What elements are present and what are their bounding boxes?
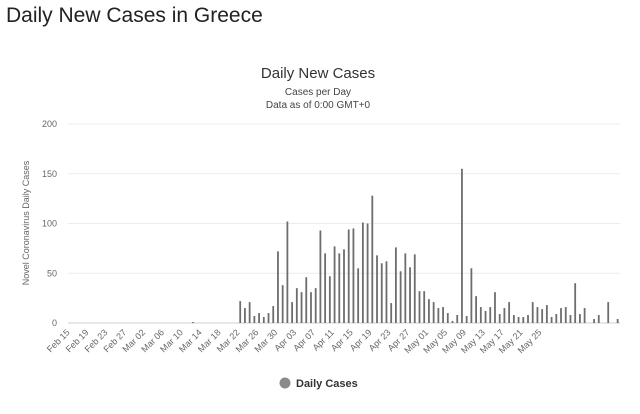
bar[interactable] [536,307,539,323]
bar[interactable] [361,222,364,323]
bar[interactable] [593,319,595,323]
bar[interactable] [328,276,331,323]
bar[interactable] [300,292,303,323]
bar[interactable] [607,302,610,323]
bar[interactable] [423,291,426,323]
bar[interactable] [338,253,341,323]
bar[interactable] [437,308,440,323]
y-tick-label: 50 [47,268,57,278]
bar[interactable] [366,223,369,324]
bar[interactable] [248,302,251,323]
bar[interactable] [522,317,525,323]
bar[interactable] [394,247,397,323]
bar[interactable] [404,253,407,323]
chart-subtitle-cases: Cases per Day [285,87,351,98]
bar[interactable] [371,195,374,323]
bar[interactable] [192,322,194,323]
y-ticks: 0 50 100 150 200 [42,119,57,328]
bar[interactable] [244,308,246,323]
chart-title: Daily New Cases [261,65,375,82]
bar[interactable] [262,317,265,323]
bar[interactable] [324,253,327,323]
bar[interactable] [597,315,600,323]
bar[interactable] [295,288,298,323]
bar[interactable] [310,292,312,323]
bar[interactable] [470,268,473,323]
bar[interactable] [560,308,562,323]
bar[interactable] [376,255,378,323]
bar[interactable] [380,263,383,323]
bar[interactable] [451,321,454,323]
bar[interactable] [479,307,482,323]
y-tick-label: 200 [42,119,57,129]
bar[interactable] [352,228,355,323]
bar[interactable] [253,316,256,323]
bar[interactable] [428,299,430,323]
bars [192,168,619,324]
bar[interactable] [475,296,478,323]
bar[interactable] [432,302,435,323]
bar[interactable] [550,317,553,323]
bar[interactable] [465,316,468,323]
bar[interactable] [555,314,558,323]
bar[interactable] [258,313,260,323]
y-tick-label: 0 [52,318,57,328]
bar[interactable] [583,308,586,323]
bar[interactable] [347,229,350,323]
bar[interactable] [461,168,463,323]
bar[interactable] [503,308,506,323]
bar[interactable] [277,251,279,323]
bar[interactable] [541,309,544,323]
page-heading: Daily New Cases in Greece [6,4,263,27]
bar[interactable] [494,292,496,323]
y-axis-label: Novel Coronavirus Daily Cases [21,160,31,285]
legend[interactable]: Daily Cases [279,377,358,391]
bar[interactable] [413,254,416,323]
bar[interactable] [343,249,345,323]
bar[interactable] [291,302,294,323]
bar[interactable] [399,271,402,323]
bar[interactable] [564,307,567,323]
bar[interactable] [517,317,520,323]
bar[interactable] [418,291,421,323]
bar[interactable] [357,268,360,323]
bar[interactable] [390,303,393,323]
bar[interactable] [446,313,449,323]
bar[interactable] [508,302,511,323]
bar[interactable] [484,311,487,323]
bar[interactable] [272,306,275,323]
bar[interactable] [267,313,270,323]
bar[interactable] [409,267,411,323]
bar[interactable] [456,315,459,323]
bar[interactable] [574,283,577,323]
bar[interactable] [319,230,322,323]
y-tick-label: 100 [42,219,57,229]
bar[interactable] [512,315,515,323]
bar[interactable] [498,314,501,323]
bar[interactable] [531,302,534,323]
bar[interactable] [569,315,572,323]
bar[interactable] [281,285,284,323]
bar[interactable] [527,315,529,323]
bar[interactable] [616,319,619,323]
y-tick-label: 150 [42,169,57,179]
bar[interactable] [545,305,548,323]
bar[interactable] [314,288,317,323]
legend-marker [279,377,291,389]
bar[interactable] [305,277,308,323]
bar[interactable] [239,301,242,323]
bar[interactable] [385,261,388,323]
bar[interactable] [442,307,444,323]
bar[interactable] [578,314,581,323]
bar[interactable] [286,221,289,323]
legend-label: Daily Cases [296,378,358,390]
bar[interactable] [489,307,492,323]
bar[interactable] [333,246,336,323]
chart-subtitle-date: Data as of 0:00 GMT+0 [266,100,371,111]
